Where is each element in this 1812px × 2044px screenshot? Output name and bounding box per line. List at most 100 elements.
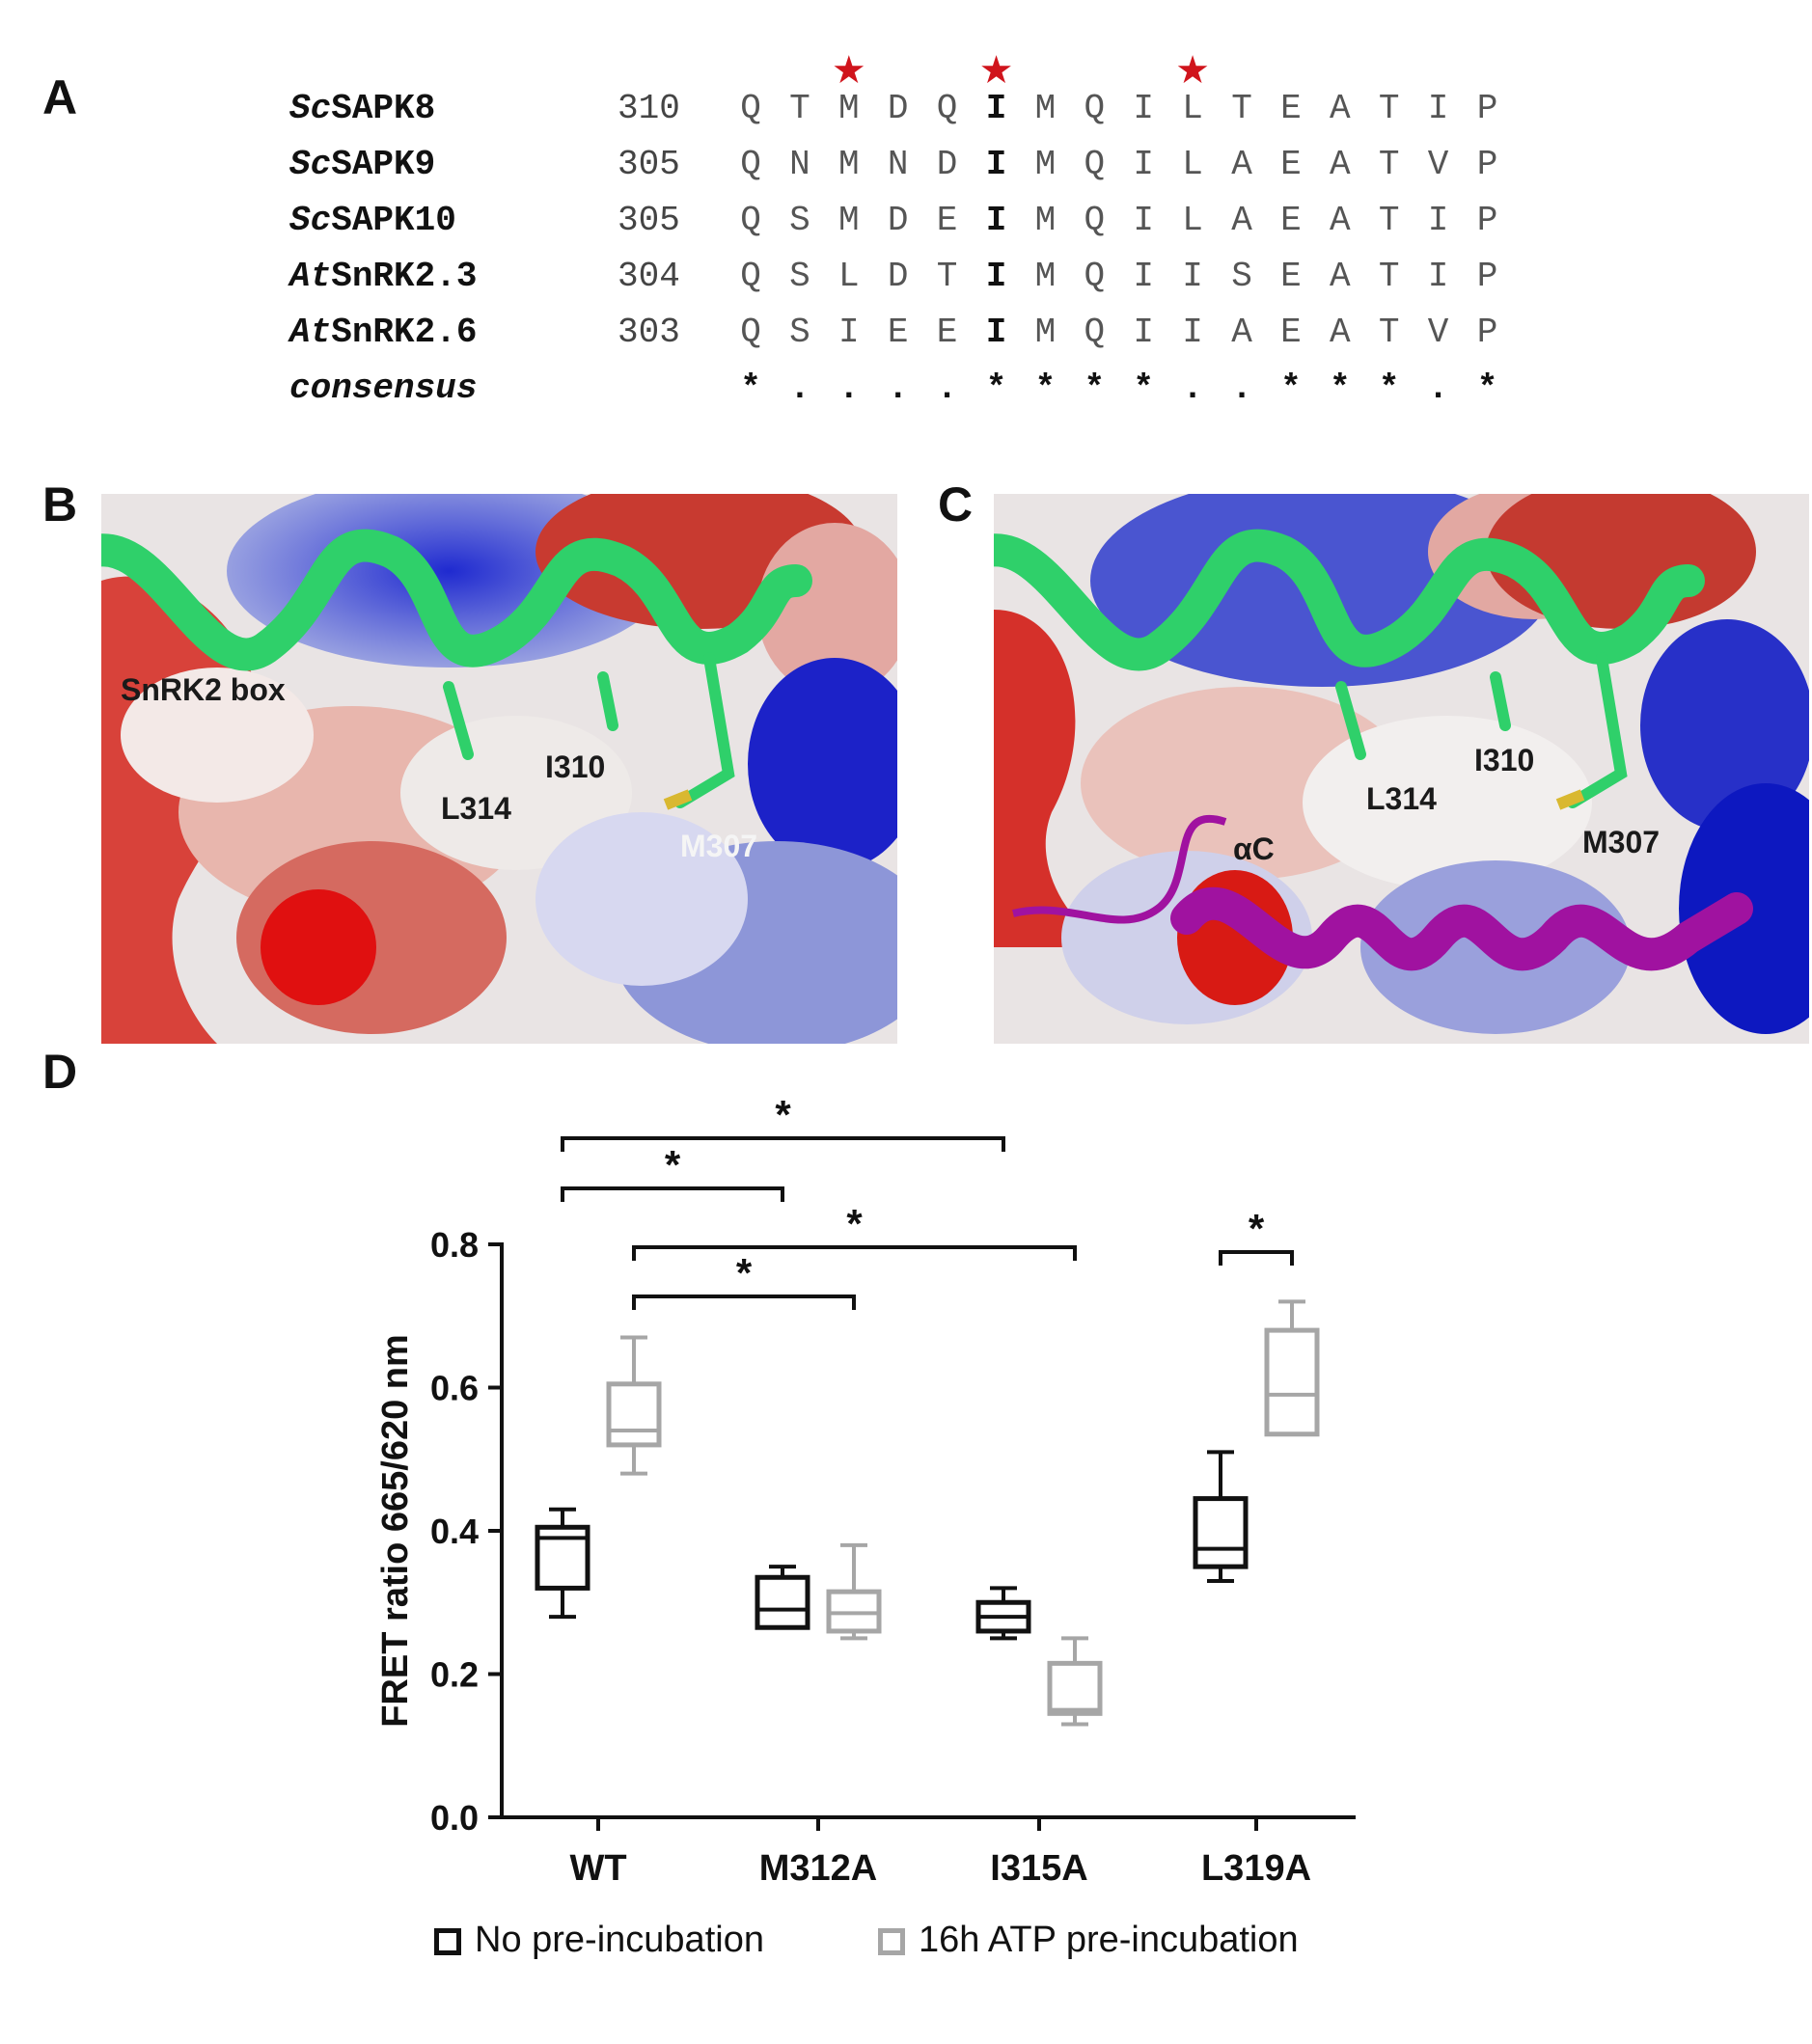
- significance-marker: *: [736, 1250, 753, 1295]
- residue: E: [1280, 89, 1302, 128]
- residue: T: [1378, 201, 1400, 240]
- residue: I: [1182, 257, 1203, 296]
- panel-label-c: C: [938, 477, 974, 531]
- residue: I: [1133, 89, 1154, 128]
- protein-name: SAPK10: [331, 201, 456, 240]
- residue: P: [1476, 201, 1498, 240]
- significance-marker: *: [775, 1092, 791, 1137]
- y-tick-label: 0.8: [430, 1225, 479, 1265]
- sequence-start-position: 304: [618, 257, 680, 296]
- box-iqr: [1047, 1660, 1103, 1716]
- residue: D: [887, 89, 909, 128]
- consensus-symbol: *: [1378, 368, 1400, 408]
- x-tick-label: M312A: [759, 1848, 878, 1889]
- residue: Q: [740, 257, 761, 296]
- surface-render-c: [994, 494, 1809, 1044]
- consensus-symbol: .: [887, 368, 909, 408]
- label-l314: L314: [1366, 781, 1437, 816]
- sequence-start-position: 303: [618, 313, 680, 352]
- structure-panel-b: SnRK2 box L314 I310 M307: [101, 494, 897, 1044]
- protein-name: SAPK9: [331, 145, 436, 184]
- consensus-symbol: *: [1034, 368, 1057, 408]
- residue: V: [1427, 313, 1449, 352]
- alignment-row: ScSAPK8 310 Q T M D Q I M Q I L T E A T I P: [289, 89, 1544, 145]
- species-prefix: At: [289, 313, 332, 352]
- residue: Q: [740, 313, 761, 352]
- residue: I: [985, 89, 1007, 128]
- residue: S: [789, 201, 810, 240]
- residue: E: [936, 313, 958, 352]
- residue: V: [1427, 145, 1449, 184]
- label-m307: M307: [1582, 825, 1661, 859]
- legend-label: No pre-incubation: [475, 1920, 764, 1960]
- sequence-start-position: 305: [618, 201, 680, 240]
- alignment-row: ScSAPK9 305 Q N M N D I M Q I L A E A T V P: [289, 145, 1544, 201]
- legend-label: 16h ATP pre-incubation: [919, 1920, 1299, 1960]
- label-i310: I310: [545, 749, 606, 784]
- significance-marker: *: [1249, 1206, 1265, 1251]
- species-prefix: At: [289, 257, 332, 296]
- conserved-residue-star: ★: [978, 49, 1014, 92]
- residue: L: [1182, 145, 1203, 184]
- species-prefix: Sc: [289, 145, 332, 184]
- residue: M: [837, 89, 860, 128]
- residue: S: [1231, 257, 1252, 296]
- residue: M: [1034, 89, 1057, 128]
- x-tick-label: I315A: [990, 1848, 1087, 1889]
- residue: I: [1427, 257, 1449, 296]
- residue: E: [936, 201, 958, 240]
- residue: I: [1182, 313, 1203, 352]
- residue: Q: [1084, 89, 1106, 128]
- residue: P: [1476, 89, 1498, 128]
- significance-bracket: [632, 1295, 856, 1310]
- box-iqr: [1193, 1496, 1249, 1569]
- box-iqr: [606, 1381, 662, 1448]
- species-prefix: Sc: [289, 201, 332, 240]
- legend-swatch-gray: [878, 1927, 905, 1955]
- legend-swatch-black: [434, 1927, 461, 1955]
- consensus-symbol: *: [1280, 368, 1302, 408]
- y-axis-title: FRET ratio 665/620 nm: [375, 1334, 416, 1728]
- residue: I: [1133, 313, 1154, 352]
- consensus-symbol: *: [740, 368, 761, 408]
- consensus-symbol: *: [1329, 368, 1351, 408]
- residue: M: [1034, 145, 1057, 184]
- residue: I: [1133, 257, 1154, 296]
- surface-render-b: [101, 494, 897, 1044]
- alignment-row: ScSAPK10 305 Q S M D E I M Q I L A E A T I P: [289, 201, 1544, 257]
- consensus-label: consensus: [289, 368, 478, 408]
- residue: A: [1231, 145, 1252, 184]
- residue: E: [1280, 313, 1302, 352]
- residue: L: [1182, 201, 1203, 240]
- consensus-symbol: *: [1476, 368, 1498, 408]
- consensus-symbol: .: [1427, 368, 1449, 408]
- sequence-name: ScSAPK9: [289, 145, 435, 184]
- label-l314: L314: [441, 791, 511, 826]
- x-tick-label: L319A: [1201, 1848, 1311, 1889]
- residue: N: [887, 145, 909, 184]
- protein-name: SnRK2.6: [331, 313, 478, 352]
- residue: I: [1133, 201, 1154, 240]
- residue: A: [1329, 145, 1351, 184]
- residue: E: [887, 313, 909, 352]
- sequence-start-position: 310: [618, 89, 680, 128]
- residue: T: [936, 257, 958, 296]
- residue: D: [887, 201, 909, 240]
- y-tick-label: 0.0: [430, 1798, 479, 1838]
- residue: I: [985, 201, 1007, 240]
- residue: I: [985, 145, 1007, 184]
- residue: Q: [1084, 201, 1106, 240]
- residue: Q: [1084, 313, 1106, 352]
- residue: T: [1378, 257, 1400, 296]
- sequence-name: AtSnRK2.3: [289, 257, 477, 296]
- residue: D: [936, 145, 958, 184]
- residue: N: [789, 145, 810, 184]
- residue: L: [837, 257, 860, 296]
- residue: D: [887, 257, 909, 296]
- consensus-symbol: .: [837, 368, 860, 408]
- residue: T: [1231, 89, 1252, 128]
- significance-marker: *: [846, 1201, 863, 1246]
- residue: I: [985, 257, 1007, 296]
- panel-label-a: A: [42, 70, 78, 124]
